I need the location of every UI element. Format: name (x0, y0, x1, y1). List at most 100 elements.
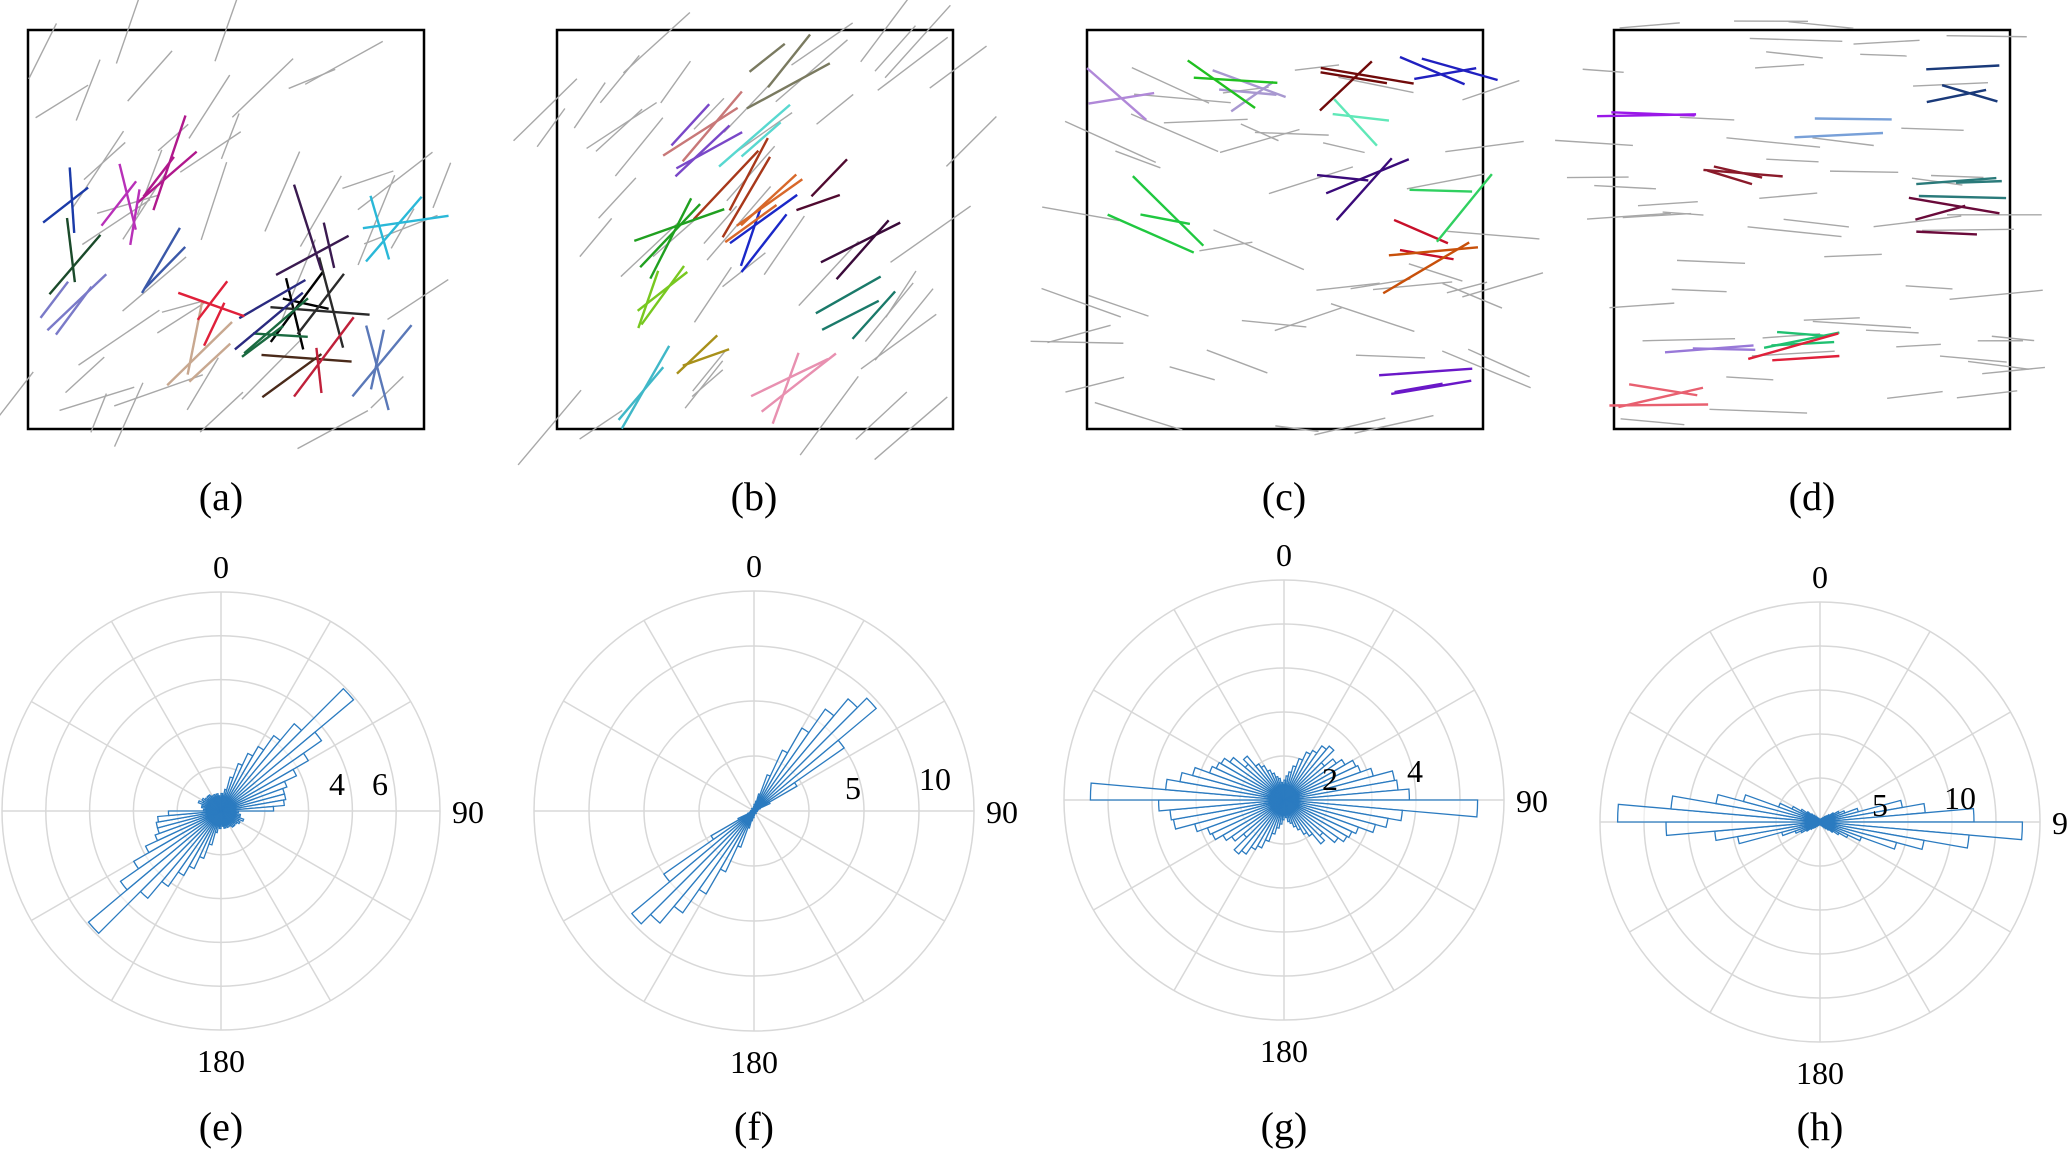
background-fracture-line (775, 39, 848, 103)
background-fracture-line (726, 145, 776, 202)
background-fracture-line (1094, 401, 1183, 431)
background-fracture-line (390, 208, 415, 249)
angle-label-bottom: 180 (197, 1043, 245, 1079)
highlighted-fracture-line (252, 332, 308, 338)
highlighted-fracture-line (1814, 117, 1892, 121)
angular-grid-spoke (753, 810, 945, 922)
background-fracture-line (791, 22, 854, 66)
panel-b-frame (555, 28, 955, 431)
panel-d-fracture-map (1555, 20, 2046, 431)
highlighted-fracture-line (68, 167, 76, 234)
highlighted-fracture-line (1747, 332, 1839, 361)
highlighted-fracture-line (633, 208, 725, 242)
background-fracture-line (1887, 390, 1943, 400)
background-fracture-line (874, 396, 948, 461)
highlighted-fracture-line (196, 280, 229, 321)
rose-bar (220, 793, 287, 812)
background-fracture-line (161, 300, 201, 313)
highlighted-fracture-line (1794, 131, 1884, 139)
background-fracture-line (113, 382, 144, 447)
background-fracture-line (579, 409, 623, 440)
background-fracture-line (1133, 93, 1231, 104)
highlighted-fracture-line (1388, 246, 1479, 257)
highlighted-fracture-line (1086, 67, 1148, 121)
highlighted-fracture-line (736, 178, 804, 227)
background-fracture-line (220, 113, 240, 160)
rose-bar (157, 810, 222, 823)
rose-bar (220, 805, 275, 812)
highlighted-fracture-line (369, 195, 391, 260)
highlighted-fracture-line (748, 42, 786, 73)
highlighted-fracture-line (1908, 196, 2000, 215)
highlighted-fracture-line (676, 334, 719, 375)
background-fracture-line (1041, 287, 1122, 318)
background-fracture-line (1766, 51, 1823, 59)
background-fracture-line (1873, 215, 1962, 228)
highlighted-fracture-line (1132, 175, 1205, 247)
highlighted-fracture-line (261, 353, 323, 399)
radial-tick-label: 4 (329, 766, 345, 802)
background-fracture-line (1462, 272, 1544, 298)
background-fracture-line (1726, 376, 1774, 381)
background-fracture-line (1087, 294, 1149, 317)
background-fracture-line (1330, 302, 1415, 333)
highlighted-fracture-line (54, 285, 93, 336)
highlighted-fracture-line (1332, 112, 1390, 122)
background-fracture-line (1566, 176, 1629, 179)
highlighted-fracture-line (369, 329, 386, 390)
angular-grid-spoke (220, 810, 412, 922)
background-fracture-line (71, 130, 125, 209)
highlighted-fracture-line (729, 193, 798, 245)
background-fracture-line (1206, 349, 1268, 374)
angular-grid-spoke (1709, 821, 1821, 1013)
highlighted-fracture-line (746, 62, 831, 110)
highlighted-fracture-line (1319, 60, 1373, 112)
highlighted-fracture-line (166, 321, 233, 387)
highlighted-fracture-line (65, 217, 77, 283)
rose-bar (220, 731, 323, 812)
highlighted-fracture-line (39, 280, 70, 319)
background-fracture-line (342, 170, 394, 190)
panel-g-label: (g) (1261, 1104, 1308, 1149)
highlighted-fracture-line (767, 33, 812, 88)
background-fracture-line (1047, 324, 1111, 344)
highlighted-fracture-line (724, 204, 778, 244)
background-fracture-line (75, 59, 101, 121)
background-fracture-line (684, 360, 724, 409)
highlighted-fracture-line (238, 278, 307, 320)
rose-bar (1283, 799, 1287, 817)
highlighted-fracture-line (835, 219, 890, 281)
panel-a-frame (26, 28, 426, 431)
background-fracture-line (1676, 259, 1746, 264)
panel-c-background-lines (1030, 64, 1544, 436)
highlighted-fracture-line (152, 115, 187, 211)
background-fracture-line (599, 55, 640, 104)
background-fracture-line (1462, 79, 1520, 101)
highlighted-fracture-line (1187, 59, 1256, 109)
background-fracture-line (1406, 173, 1486, 190)
rose-bar (154, 810, 222, 842)
background-fracture-line (115, 0, 140, 64)
background-fracture-line (188, 74, 231, 139)
background-fracture-line (890, 205, 972, 263)
highlighted-fracture-line (1391, 379, 1472, 396)
highlighted-fracture-line (639, 203, 701, 269)
angular-grid-spoke (643, 620, 755, 812)
highlighted-fracture-line (681, 90, 743, 163)
background-fracture-line (1294, 64, 1340, 71)
highlighted-fracture-line (234, 291, 304, 351)
highlighted-fracture-line (682, 348, 730, 367)
background-fracture-line (622, 12, 691, 74)
panel-a-background-lines (0, 0, 452, 450)
background-fracture-line (816, 93, 854, 125)
rose-diagram-e: 0 90 180 4 6 (1, 549, 484, 1079)
rose-bar (220, 780, 288, 812)
highlighted-fracture-line (1230, 80, 1275, 113)
panel-d-background-lines (1555, 20, 2046, 426)
highlighted-fracture-line (1421, 57, 1498, 82)
highlighted-fracture-line (118, 163, 137, 230)
highlighted-fracture-line (1320, 66, 1414, 85)
rose-diagram-g: 0 90 180 2 4 (1063, 537, 1548, 1069)
highlighted-fracture-line (351, 324, 413, 398)
background-fracture-line (579, 217, 613, 258)
